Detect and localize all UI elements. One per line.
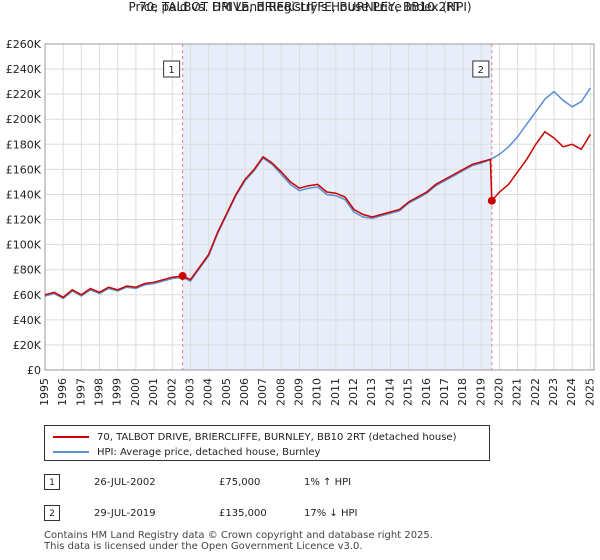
x-tick-label-28: 2023 — [547, 378, 560, 406]
series-line-hpi — [44, 87, 592, 300]
sale-box-label-1: 1 — [168, 65, 174, 76]
x-tick-label-27: 2022 — [529, 378, 542, 406]
x-tick-label-18: 2013 — [365, 378, 378, 406]
y-tick-label-10: £200K — [6, 113, 42, 126]
x-tick-label-1: 1996 — [56, 378, 69, 406]
x-tick-label-16: 2011 — [329, 378, 342, 406]
sale-hpi-1: 1% ↑ HPI — [304, 477, 352, 488]
sale-point-1 — [178, 271, 187, 280]
x-tick-label-30: 2025 — [583, 378, 596, 406]
legend-swatch-hpi — [53, 451, 89, 453]
x-tick-label-10: 2005 — [220, 378, 233, 406]
legend-label-property: 70, TALBOT DRIVE, BRIERCLIFFE, BURNLEY, … — [97, 431, 457, 443]
price-chart: £0 £20K £40K £60K £80K £100K £120K £140K £160K £1… — [6, 38, 597, 406]
legend-item-property: 70, TALBOT DRIVE, BRIERCLIFFE, BURNLEY, … — [53, 430, 456, 444]
sale-marker-1: 1 — [44, 474, 60, 490]
sale-date-1: 26-JUL-2002 — [94, 477, 156, 488]
x-tick-label-4: 1999 — [111, 378, 124, 406]
sale-box-label-2: 2 — [478, 65, 484, 76]
y-tick-label-12: £240K — [6, 63, 42, 76]
sale-box-2 — [472, 60, 490, 78]
x-tick-label-23: 2018 — [456, 378, 469, 406]
x-tick-label-25: 2020 — [492, 378, 505, 406]
legend: 70, TALBOT DRIVE, BRIERCLIFFE, BURNLEY, … — [44, 425, 490, 461]
chart-subtitle: Price paid vs. HM Land Registry's House … — [128, 0, 472, 14]
x-tick-label-9: 2004 — [202, 378, 215, 406]
x-tick-label-15: 2010 — [311, 378, 324, 406]
x-tick-label-17: 2012 — [347, 378, 360, 406]
footer: Contains HM Land Registry data © Crown c… — [44, 530, 433, 552]
x-tick-label-24: 2019 — [474, 378, 487, 406]
y-tick-label-3: £60K — [13, 289, 42, 302]
y-tick-label-7: £140K — [6, 188, 42, 201]
x-tick-label-21: 2016 — [420, 378, 433, 406]
y-tick-label-2: £40K — [13, 314, 42, 327]
x-tick-label-14: 2009 — [293, 378, 306, 406]
series-line-property — [44, 130, 592, 299]
y-tick-label-9: £180K — [6, 138, 42, 151]
x-tick-label-2: 1997 — [74, 378, 87, 406]
chart-title: 70, TALBOT DRIVE, BRIERCLIFFE, BURNLEY, … — [139, 0, 461, 14]
y-tick-label-4: £80K — [13, 264, 42, 277]
plot-frame — [44, 43, 595, 371]
x-tick-label-26: 2021 — [511, 378, 524, 406]
sale-box-1 — [163, 60, 181, 78]
sale-hpi-2: 17% ↓ HPI — [304, 508, 358, 519]
sale-price-1: £75,000 — [219, 477, 261, 488]
footer-line-1: Contains HM Land Registry data © Crown c… — [44, 530, 433, 541]
sale-date-2: 29-JUL-2019 — [94, 508, 156, 519]
x-tick-label-13: 2008 — [274, 378, 287, 406]
x-tick-label-0: 1995 — [38, 378, 51, 406]
y-tick-label-1: £20K — [13, 339, 42, 352]
x-tick-label-12: 2007 — [256, 378, 269, 406]
legend-swatch-property — [53, 436, 89, 438]
x-tick-label-19: 2014 — [383, 378, 396, 406]
y-tick-label-11: £220K — [6, 88, 42, 101]
footer-line-2: This data is licensed under the Open Gov… — [44, 541, 363, 552]
x-tick-label-8: 2003 — [183, 378, 196, 406]
x-tick-label-11: 2006 — [238, 378, 251, 406]
sale-point-2 — [487, 196, 496, 205]
y-tick-label-6: £120K — [6, 214, 42, 227]
y-tick-label-5: £100K — [6, 239, 42, 252]
x-tick-label-3: 1998 — [93, 378, 106, 406]
legend-label-hpi: HPI: Average price, detached house, Burn… — [97, 446, 321, 458]
ownership-shading — [182, 44, 492, 370]
y-tick-label-0: £0 — [27, 364, 41, 377]
sale-row-2: 2 29-JUL-2019 £135,000 17% ↓ HPI — [44, 505, 444, 523]
x-tick-label-6: 2001 — [147, 378, 160, 406]
x-tick-label-7: 2002 — [165, 378, 178, 406]
sale-row-1: 1 26-JUL-2002 £75,000 1% ↑ HPI — [44, 474, 444, 492]
y-tick-label-8: £160K — [6, 163, 42, 176]
x-tick-label-22: 2017 — [438, 378, 451, 406]
x-tick-label-20: 2015 — [402, 378, 415, 406]
x-tick-label-29: 2024 — [565, 378, 578, 406]
y-tick-label-13: £260K — [6, 38, 42, 51]
sale-marker-2: 2 — [44, 505, 60, 521]
sale-price-2: £135,000 — [219, 508, 267, 519]
x-tick-label-5: 2000 — [129, 378, 142, 406]
legend-item-hpi: HPI: Average price, detached house, Burn… — [53, 445, 320, 459]
